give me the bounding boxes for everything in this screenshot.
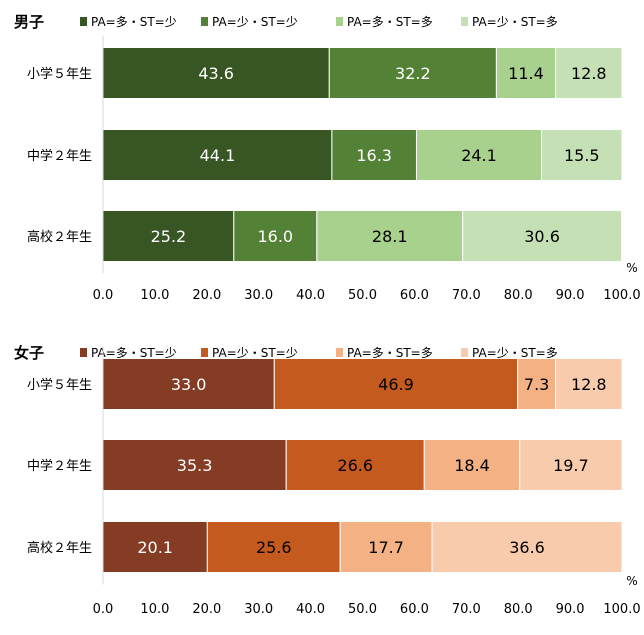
bar-segment-0-0-0 <box>102 47 330 99</box>
x-tick-label-1-6: 60.0 <box>400 602 429 617</box>
data-label-0-1-3: 15.5 <box>564 146 600 165</box>
x-tick-label-0-1: 10.0 <box>140 288 169 303</box>
x-tick-label-1-1: 10.0 <box>140 602 169 617</box>
bar-segment-0-1-2 <box>415 129 543 181</box>
legend-label-0-1: PA=少・ST=少 <box>212 15 298 29</box>
x-tick-label-0-0: 0.0 <box>93 288 114 303</box>
data-label-0-2-0: 25.2 <box>151 227 187 246</box>
category-label-1-2: 高校２年生 <box>27 540 92 556</box>
bar-segment-1-0-2 <box>517 358 557 410</box>
data-label-1-0-3: 12.8 <box>571 375 607 394</box>
bar-segment-0-2-1 <box>233 210 318 262</box>
data-label-0-2-2: 28.1 <box>372 227 408 246</box>
bar-segment-1-2-3 <box>431 521 623 573</box>
chart-title-1: 女子 <box>14 344 44 362</box>
bar-segment-1-2-2 <box>339 521 433 573</box>
data-label-0-2-1: 16.0 <box>257 227 293 246</box>
x-tick-label-0-2: 20.0 <box>192 288 221 303</box>
legend-label-1-2: PA=多・ST=多 <box>347 346 433 360</box>
legend-label-1-1: PA=少・ST=少 <box>212 346 298 360</box>
data-label-1-1-3: 19.7 <box>553 456 589 475</box>
data-label-0-2-3: 30.6 <box>524 227 560 246</box>
legend-swatch-0-3 <box>461 17 468 26</box>
category-label-0-1: 中学２年生 <box>27 148 92 164</box>
bar-segment-1-1-3 <box>519 439 623 491</box>
x-tick-label-1-9: 90.0 <box>556 602 585 617</box>
category-label-0-0: 小学５年生 <box>27 66 92 82</box>
legend-swatch-1-1 <box>201 348 208 357</box>
bar-segment-1-1-0 <box>102 439 287 491</box>
legend-label-0-2: PA=多・ST=多 <box>347 15 433 29</box>
bar-segment-0-2-3 <box>462 210 622 262</box>
chart-title-0: 男子 <box>14 13 44 31</box>
x-tick-label-1-5: 50.0 <box>348 602 377 617</box>
x-tick-label-1-2: 20.0 <box>192 602 221 617</box>
x-tick-label-0-6: 60.0 <box>400 288 429 303</box>
bar-segment-0-1-0 <box>102 129 333 181</box>
legend-swatch-0-1 <box>201 17 208 26</box>
x-tick-label-0-7: 70.0 <box>452 288 481 303</box>
x-tick-label-1-10: 100.0 <box>603 602 640 617</box>
legend-swatch-0-0 <box>80 17 87 26</box>
x-tick-label-1-0: 0.0 <box>93 602 114 617</box>
x-tick-label-1-8: 80.0 <box>504 602 533 617</box>
legend-label-1-0: PA=多・ST=少 <box>91 346 177 360</box>
data-label-0-0-2: 11.4 <box>508 64 544 83</box>
data-label-1-2-2: 17.7 <box>368 538 404 557</box>
legend-swatch-1-2 <box>336 348 343 357</box>
data-label-1-0-2: 7.3 <box>524 375 549 394</box>
legend-label-1-3: PA=少・ST=多 <box>472 346 558 360</box>
data-label-0-0-1: 32.2 <box>395 64 431 83</box>
x-tick-label-1-7: 70.0 <box>452 602 481 617</box>
x-tick-label-0-10: 100.0 <box>603 288 640 303</box>
bar-segment-1-0-1 <box>273 358 519 410</box>
legend-swatch-1-0 <box>80 348 87 357</box>
data-label-0-0-0: 43.6 <box>198 64 234 83</box>
x-tick-label-0-9: 90.0 <box>556 288 585 303</box>
bar-segment-1-1-1 <box>285 439 425 491</box>
bar-segment-0-0-2 <box>495 47 557 99</box>
x-tick-label-0-4: 40.0 <box>296 288 325 303</box>
unit-label-1: % <box>626 574 637 588</box>
bar-segment-0-0-3 <box>555 47 623 99</box>
category-label-1-1: 中学２年生 <box>27 458 92 474</box>
bar-segment-1-2-0 <box>102 521 208 573</box>
category-label-1-0: 小学５年生 <box>27 377 92 393</box>
x-tick-label-0-8: 80.0 <box>504 288 533 303</box>
data-label-1-0-0: 33.0 <box>171 375 207 394</box>
category-label-0-2: 高校２年生 <box>27 229 92 245</box>
x-tick-label-1-3: 30.0 <box>244 602 273 617</box>
legend-label-0-3: PA=少・ST=多 <box>472 15 558 29</box>
data-label-1-1-0: 35.3 <box>177 456 213 475</box>
data-label-1-1-2: 18.4 <box>454 456 490 475</box>
data-label-0-0-3: 12.8 <box>571 64 607 83</box>
bar-segment-1-0-3 <box>555 358 623 410</box>
bar-segment-1-1-2 <box>423 439 521 491</box>
bar-segment-0-0-1 <box>328 47 497 99</box>
data-label-0-1-1: 16.3 <box>356 146 392 165</box>
legend-swatch-1-3 <box>461 348 468 357</box>
unit-label-0: % <box>626 261 637 275</box>
data-label-0-1-0: 44.1 <box>200 146 236 165</box>
data-label-1-2-0: 20.1 <box>137 538 173 557</box>
bar-segment-0-1-3 <box>541 129 623 181</box>
legend-swatch-0-2 <box>336 17 343 26</box>
legend-label-0-0: PA=多・ST=少 <box>91 15 177 29</box>
x-tick-label-0-3: 30.0 <box>244 288 273 303</box>
bar-segment-0-1-1 <box>331 129 417 181</box>
data-label-0-1-2: 24.1 <box>461 146 497 165</box>
data-label-1-0-1: 46.9 <box>378 375 414 394</box>
x-tick-label-0-5: 50.0 <box>348 288 377 303</box>
data-label-1-2-3: 36.6 <box>509 538 545 557</box>
x-tick-label-1-4: 40.0 <box>296 602 325 617</box>
data-label-1-1-1: 26.6 <box>337 456 373 475</box>
data-label-1-2-1: 25.6 <box>256 538 292 557</box>
